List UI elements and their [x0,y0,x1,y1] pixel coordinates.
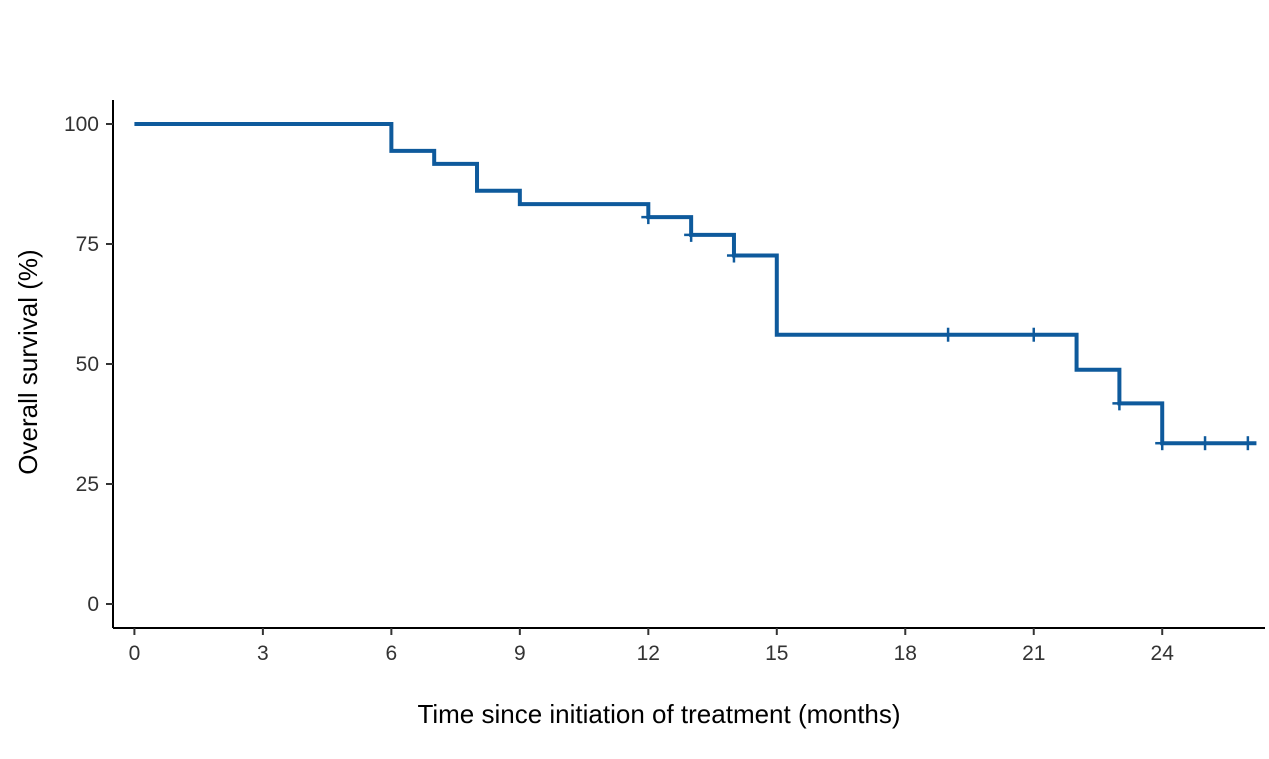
censor-mark [1026,327,1041,342]
x-ticks: 0 3 6 9 12 15 18 21 24 [129,628,1175,665]
censor-mark [726,248,741,263]
y-axis-title: Overall survival (%) [13,249,43,474]
x-tick-label: 18 [894,642,917,665]
x-tick-label: 21 [1022,642,1045,665]
y-tick-label: 75 [76,233,99,256]
censor-mark [684,227,699,242]
x-tick-label: 3 [257,642,269,665]
survival-step-line [134,122,1257,446]
censor-marks [641,210,1255,451]
y-ticks: 0 25 50 75 100 [64,113,113,616]
censor-mark [1198,436,1213,451]
x-tick-label: 12 [637,642,660,665]
censor-mark [941,327,956,342]
censor-mark [1155,436,1170,451]
x-axis-title: Time since initiation of treatment (mont… [417,699,900,729]
y-tick-label: 50 [76,353,99,376]
x-tick-label: 6 [386,642,398,665]
censor-mark [1112,396,1127,411]
y-tick-label: 0 [87,593,99,616]
x-tick-label: 0 [129,642,141,665]
axes [112,100,1265,629]
x-tick-label: 9 [514,642,526,665]
y-tick-label: 25 [76,473,99,496]
x-tick-label: 15 [765,642,788,665]
x-tick-label: 24 [1151,642,1175,665]
censor-mark [1240,436,1255,451]
series-layer [134,122,1257,446]
y-tick-label: 100 [64,113,99,136]
censor-mark [641,210,656,225]
